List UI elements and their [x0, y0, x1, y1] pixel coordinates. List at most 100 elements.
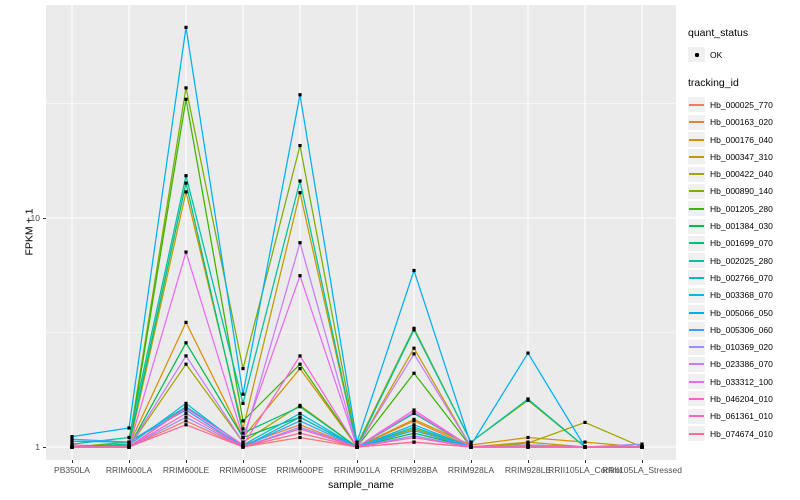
legend-key — [688, 149, 705, 165]
data-point — [184, 406, 188, 410]
x-axis-tick — [243, 460, 244, 463]
data-point — [412, 346, 416, 350]
data-point — [127, 440, 131, 444]
data-point — [469, 440, 473, 444]
line-swatch-icon — [689, 121, 704, 124]
data-point — [412, 431, 416, 435]
legend-item-Hb_001384_030: Hb_001384_030 — [688, 217, 798, 234]
data-point — [298, 405, 302, 409]
legend-key — [688, 114, 705, 130]
legend-item-Hb_002766_070: Hb_002766_070 — [688, 269, 798, 286]
legend-key — [688, 47, 705, 63]
data-point — [469, 445, 473, 449]
data-point — [241, 367, 245, 371]
legend-item-label: Hb_000422_040 — [710, 169, 773, 180]
line-swatch-icon — [689, 173, 704, 176]
data-point — [583, 445, 587, 449]
point-icon — [694, 52, 699, 57]
legend-tracking-id: tracking_id Hb_000025_770 Hb_000163_020 Hb… — [688, 77, 798, 442]
x-axis-tick — [129, 460, 130, 463]
x-axis-tick — [72, 460, 73, 463]
legend-item-Hb_001699_070: Hb_001699_070 — [688, 235, 798, 252]
data-point — [412, 417, 416, 421]
x-axis-tick-label: RRIM928LA — [447, 465, 495, 475]
x-axis-tick-label: RRIM928LE — [504, 465, 552, 475]
x-axis-tick-label: RRIM600SE — [219, 465, 267, 475]
legend-item-Hb_000890_140: Hb_000890_140 — [688, 183, 798, 200]
data-point — [184, 411, 188, 416]
legend-item-label: Hb_002025_280 — [710, 255, 773, 266]
data-point — [298, 435, 302, 440]
data-point — [241, 435, 245, 440]
legend-key — [688, 391, 705, 407]
line-swatch-icon — [689, 225, 704, 228]
data-point — [298, 423, 302, 427]
legend-tracking-items: Hb_000025_770 Hb_000163_020 Hb_000176_040 H… — [688, 96, 798, 442]
line-swatch-icon — [689, 103, 704, 106]
x-axis-tick — [585, 460, 586, 463]
x-axis-tick — [357, 460, 358, 463]
legend-item-Hb_046204_010: Hb_046204_010 — [688, 390, 798, 407]
line-swatch-icon — [689, 328, 704, 331]
data-point — [355, 440, 359, 444]
data-point — [298, 274, 302, 278]
legend-title-quant-status: quant_status — [688, 27, 749, 39]
legend-item-label: Hb_001384_030 — [710, 221, 773, 232]
data-point — [184, 86, 188, 90]
legend-key — [688, 287, 705, 303]
x-axis-tick-label: RRIM600PE — [276, 465, 324, 475]
x-axis-tick-label: RRIM600LA — [105, 465, 153, 475]
legend-item-Hb_061361_010: Hb_061361_010 — [688, 408, 798, 425]
x-axis-tick-label: RRIM928BA — [390, 465, 438, 475]
data-point — [412, 428, 416, 433]
legend-item-label: Hb_061361_010 — [710, 411, 773, 422]
data-point — [241, 427, 245, 431]
data-point — [70, 437, 74, 441]
data-point — [241, 445, 245, 449]
line-swatch-icon — [689, 397, 704, 400]
data-point — [412, 410, 416, 414]
legend-item-label: Hb_001699_070 — [710, 238, 773, 249]
legend-key — [688, 97, 705, 113]
data-point — [184, 423, 188, 427]
legend-item-Hb_000025_770: Hb_000025_770 — [688, 96, 798, 113]
legend-key — [688, 322, 705, 338]
data-point — [184, 362, 188, 366]
data-point — [184, 408, 188, 412]
data-point — [127, 435, 131, 440]
data-point — [298, 431, 302, 435]
legend-item-label: Hb_000347_310 — [710, 151, 773, 162]
data-point — [298, 367, 302, 371]
x-axis-tick — [414, 460, 415, 463]
x-axis-tick-label: RRIM901LA — [333, 465, 381, 475]
legend-quant-status: quant_status OK — [688, 27, 798, 63]
data-point — [241, 401, 245, 405]
legend-item-label: Hb_001205_280 — [710, 203, 773, 214]
data-point — [184, 97, 188, 101]
line-swatch-icon — [689, 432, 704, 435]
legend-item-label: Hb_033312_100 — [710, 376, 773, 387]
data-point — [583, 420, 587, 424]
legend-key — [688, 426, 705, 442]
data-point — [184, 320, 188, 324]
x-axis-tick-label: PB350LA — [54, 465, 90, 475]
legend-key — [688, 305, 705, 320]
data-point — [526, 445, 530, 449]
x-axis-tick-label: RRII105LA_Control — [548, 465, 622, 475]
x-axis-title: sample_name — [328, 479, 394, 491]
line-swatch-icon — [689, 155, 704, 158]
data-point — [526, 443, 530, 447]
legend-item-Hb_002025_280: Hb_002025_280 — [688, 252, 798, 269]
data-point — [298, 93, 302, 97]
legend-item-Hb_005066_050: Hb_005066_050 — [688, 304, 798, 321]
legend-item-label: Hb_010369_020 — [710, 342, 773, 353]
data-point — [298, 362, 302, 366]
data-point — [412, 328, 416, 332]
legend-item-label: Hb_005066_050 — [710, 307, 773, 318]
legend-title-tracking-id: tracking_id — [688, 77, 739, 90]
legend-item-Hb_000422_040: Hb_000422_040 — [688, 165, 798, 182]
data-point — [526, 397, 530, 401]
data-point — [298, 415, 302, 419]
plot-panel — [46, 5, 676, 460]
